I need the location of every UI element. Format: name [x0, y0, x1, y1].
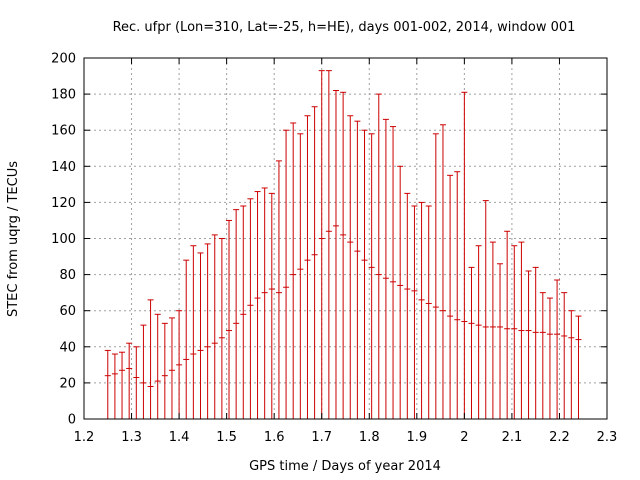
y-tick-label: 60	[59, 304, 76, 319]
x-tick-labels: 1.2 1.3 1.4 1.5 1.6 1.7 1.8 1.9 2 2.1 2.2 2.3	[74, 430, 618, 445]
axis-ticks	[83, 57, 608, 420]
x-tick-label: 1.6	[264, 430, 285, 445]
y-tick-label: 40	[59, 340, 76, 355]
x-tick-label: 1.8	[359, 430, 380, 445]
x-tick-label: 2	[460, 430, 468, 445]
x-tick-label: 1.2	[74, 430, 95, 445]
grid-lines	[84, 58, 607, 419]
error-bars	[104, 70, 582, 419]
y-tick-label: 20	[59, 376, 76, 391]
x-tick-label: 1.3	[121, 430, 142, 445]
x-tick-label: 1.4	[169, 430, 190, 445]
chart-title: Rec. ufpr (Lon=310, Lat=-25, h=HE), days…	[113, 20, 576, 35]
y-tick-labels: 0 20 40 60 80 100 120 140 160 180 200	[51, 52, 76, 428]
x-tick-label: 1.9	[406, 430, 427, 445]
x-tick-label: 2.2	[549, 430, 570, 445]
y-tick-label: 160	[51, 124, 76, 139]
y-tick-label: 140	[51, 160, 76, 175]
y-tick-label: 120	[51, 196, 76, 211]
x-axis-label: GPS time / Days of year 2014	[249, 459, 441, 474]
x-tick-label: 2.1	[502, 430, 523, 445]
x-tick-label: 1.7	[311, 430, 332, 445]
y-tick-label: 180	[51, 88, 76, 103]
y-tick-label: 100	[51, 232, 76, 247]
x-tick-label: 2.3	[597, 430, 618, 445]
y-tick-label: 0	[68, 413, 76, 428]
x-tick-label: 1.5	[216, 430, 237, 445]
y-tick-label: 80	[59, 268, 76, 283]
y-tick-label: 200	[51, 52, 76, 67]
y-axis-label: STEC from uqrg / TECUs	[6, 161, 21, 317]
